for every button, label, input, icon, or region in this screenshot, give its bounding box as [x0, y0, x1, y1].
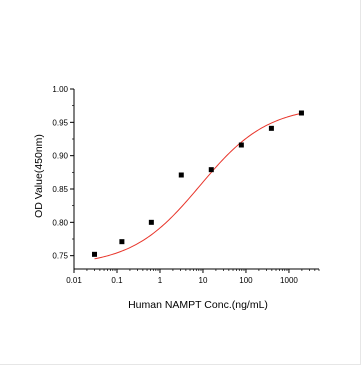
x-tick-label: 100 [239, 276, 253, 285]
data-point [119, 239, 125, 245]
data-point [298, 110, 304, 116]
data-points-group [92, 110, 304, 257]
y-axis-label: OD Value(450nm) [33, 134, 45, 218]
y-tick-label: 0.80 [52, 218, 68, 227]
y-tick-label: 0.85 [52, 185, 68, 194]
chart-axes [73, 89, 319, 270]
x-tick-label: 1 [158, 276, 163, 285]
data-point [268, 125, 274, 131]
fit-curve [94, 112, 302, 260]
x-tick-label: 0.01 [66, 276, 82, 285]
data-point [92, 251, 98, 257]
fit-curve-group [94, 112, 302, 260]
data-point [148, 219, 154, 225]
data-point [238, 142, 244, 148]
data-point [178, 172, 184, 178]
data-point [208, 167, 214, 173]
y-tick-label: 1.00 [52, 85, 68, 94]
x-tick-label: 0.1 [111, 276, 123, 285]
y-tick-label: 0.95 [52, 118, 68, 127]
y-tick-label: 0.90 [52, 152, 68, 161]
x-tick-label: 1000 [280, 276, 298, 285]
x-tick-label: 10 [199, 276, 208, 285]
x-axis-label: Human NAMPT Conc.(ng/mL) [128, 299, 268, 311]
y-tick-label: 0.75 [52, 252, 68, 261]
chart-ticks: 0.01 0.1 1 10 100 1000 0.75 0.80 0.85 0.90 0.95 1.0… [52, 85, 320, 285]
